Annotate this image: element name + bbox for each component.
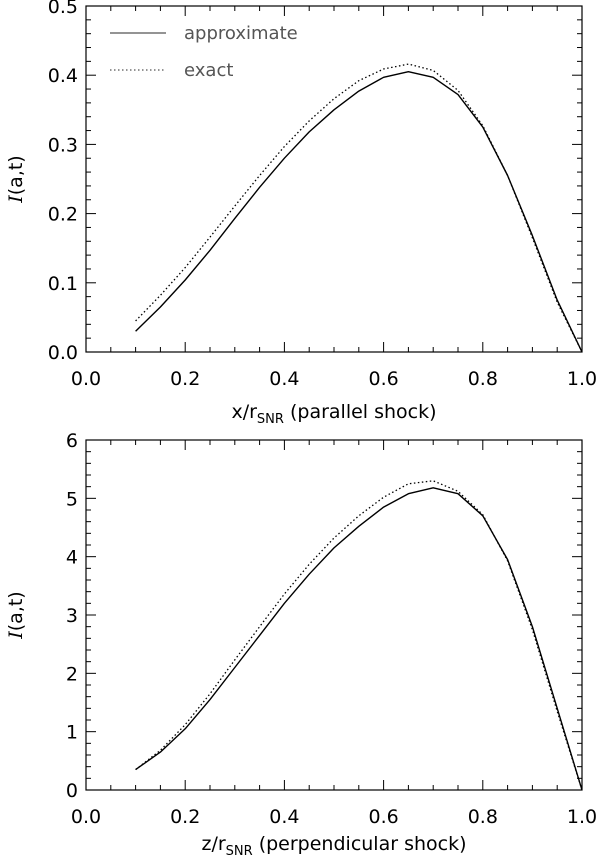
y-tick-label: 0.3	[48, 134, 78, 156]
x-tick-label: 0.8	[468, 368, 498, 390]
x-tick-label: 0.4	[269, 368, 299, 390]
y-axis-label: I(a,t)	[5, 155, 27, 203]
y-tick-label: 1	[66, 722, 78, 744]
series-line-exact	[135, 480, 582, 790]
y-tick-label: 0	[66, 780, 78, 802]
x-tick-label: 0.6	[368, 368, 398, 390]
y-tick-label: 3	[66, 605, 78, 627]
y-tick-label: 0.2	[48, 204, 78, 226]
legend-label-approximate: approximate	[184, 23, 298, 44]
bottom-panel-perpendicular-shock: 0.0 0.2 0.4 0.6 0.8 1.0 0 1 2 3 4 5 6 z/rSNR (perpend…	[5, 430, 597, 859]
y-tick-label: 5	[66, 488, 78, 510]
x-tick-label: 0.2	[170, 368, 200, 390]
x-tick-label: 0.8	[468, 806, 498, 828]
top-panel-parallel-shock: 0.0 0.2 0.4 0.6 0.8 1.0 0.0 0.1 0.2 0.3 0.4 0.5 x/rS…	[5, 0, 597, 427]
y-tick-label: 6	[66, 430, 78, 452]
plot-frame	[85, 439, 583, 791]
legend: approximate exact	[110, 23, 298, 81]
series-line-exact	[135, 63, 582, 352]
x-tick-label: 0.2	[170, 806, 200, 828]
y-tick-label: 0.5	[48, 0, 78, 18]
x-tick-label: 0.0	[71, 368, 101, 390]
series-line-approximate	[135, 487, 582, 790]
y-tick-label: 4	[66, 547, 78, 569]
x-tick-label: 1.0	[567, 368, 597, 390]
y-tick-label: 0.0	[48, 342, 78, 364]
legend-label-exact: exact	[184, 60, 233, 81]
x-axis-label: z/rSNR (perpendicular shock)	[201, 833, 466, 859]
x-tick-label: 0.6	[368, 806, 398, 828]
y-tick-label: 0.4	[48, 65, 78, 87]
y-axis-label: I(a,t)	[5, 591, 27, 639]
y-tick-label: 0.1	[48, 273, 78, 295]
x-axis-label: x/rSNR (parallel shock)	[231, 401, 436, 427]
y-tick-label: 2	[66, 663, 78, 685]
x-tick-label: 1.0	[567, 806, 597, 828]
series-line-approximate	[135, 70, 582, 352]
plot-frame	[85, 5, 583, 353]
x-tick-label: 0.4	[269, 806, 299, 828]
x-tick-label: 0.0	[71, 806, 101, 828]
